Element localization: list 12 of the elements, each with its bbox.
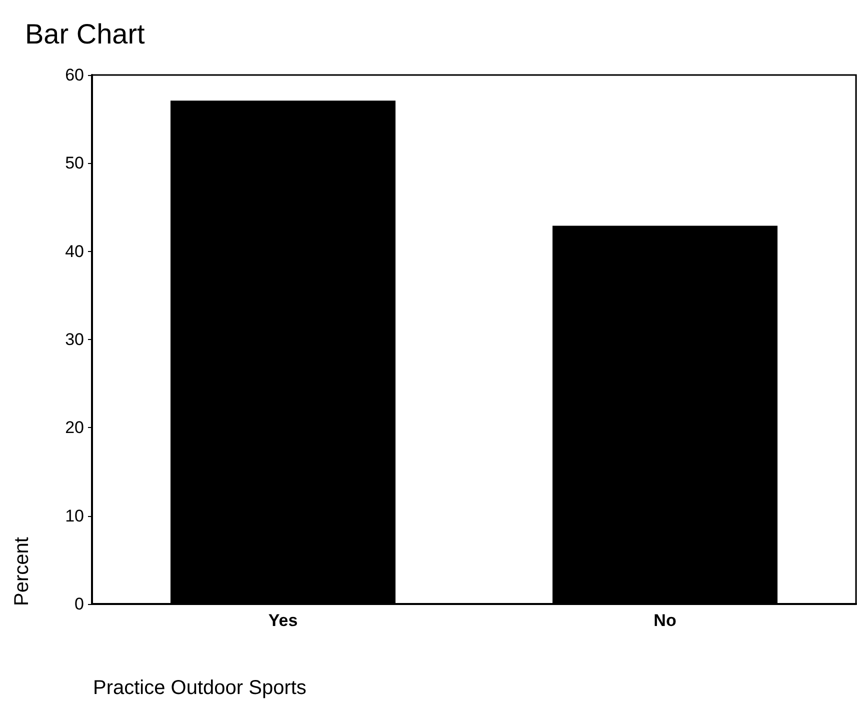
y-axis-title: Percent bbox=[11, 536, 33, 606]
y-tick-label: 30 bbox=[65, 330, 84, 349]
y-tick-label: 60 bbox=[65, 66, 84, 84]
x-tick-label: Yes bbox=[268, 611, 298, 630]
y-tick-label: 0 bbox=[74, 594, 84, 614]
x-tick-label: No bbox=[654, 611, 676, 630]
y-tick-label: 10 bbox=[65, 506, 84, 526]
chart-title: Bar Chart bbox=[25, 18, 146, 50]
x-axis-title: Practice Outdoor Sports bbox=[93, 677, 306, 699]
y-tick-label: 40 bbox=[65, 242, 84, 261]
y-tick-label: 20 bbox=[65, 418, 84, 438]
y-tick-label: 50 bbox=[65, 154, 84, 173]
